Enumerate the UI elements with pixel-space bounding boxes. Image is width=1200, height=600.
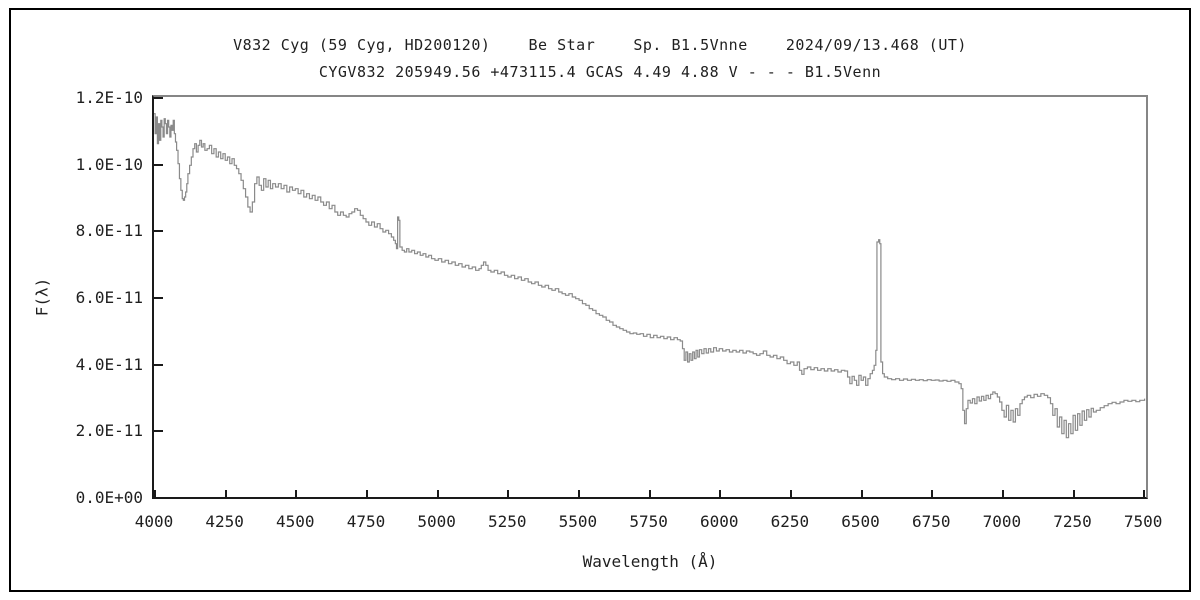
x-axis-tick-label: 7250 xyxy=(1053,512,1092,531)
y-axis-tick xyxy=(154,163,163,166)
y-axis-tick-label: 1.0E-10 xyxy=(75,154,143,174)
x-axis-tick xyxy=(719,490,722,497)
x-axis-tick-label: 4250 xyxy=(205,512,244,531)
x-axis-tick-label: 5500 xyxy=(558,512,598,531)
x-axis-tick xyxy=(1072,490,1075,497)
y-axis-tick-label: 1.2E-10 xyxy=(75,88,143,107)
x-axis-tick-label: 4750 xyxy=(346,512,386,531)
y-axis-tick xyxy=(154,297,163,299)
x-axis-tick xyxy=(577,490,580,497)
x-axis-tick-label: 7500 xyxy=(1123,512,1163,531)
x-axis-tick-label: 7000 xyxy=(982,512,1022,531)
x-axis-tick xyxy=(860,490,863,497)
x-axis-tick-label: 6250 xyxy=(770,512,810,531)
x-axis-tick-label: 5750 xyxy=(629,512,668,531)
x-axis-tick xyxy=(365,490,368,497)
x-axis-tick xyxy=(789,490,792,497)
x-axis-tick xyxy=(507,490,510,497)
y-axis-tick xyxy=(154,97,163,99)
spectrum-curve xyxy=(154,113,1146,439)
y-axis-tick xyxy=(154,497,163,499)
x-axis-tick xyxy=(1001,490,1004,497)
y-axis-tick-label: 6.0E-11 xyxy=(75,288,143,307)
y-axis-tick-label: 8.0E-11 xyxy=(75,221,143,241)
y-axis-tick-label: 4.0E-11 xyxy=(75,354,143,374)
plot-area: F(λ) Wavelength (Å) 4000 4250 4500 4750 5000… xyxy=(33,88,1163,571)
x-axis-tick-label: 6750 xyxy=(911,512,951,531)
x-axis-tick-label: 4500 xyxy=(276,512,315,531)
spectrum-line-path xyxy=(154,113,1146,439)
y-axis-tick xyxy=(154,230,163,233)
x-axis-tick xyxy=(436,490,439,497)
y-axis-tick-label: 0.0E+00 xyxy=(75,488,143,507)
chart-subtitle: CYGV832 205949.56 +473115.4 GCAS 4.49 4.… xyxy=(318,63,882,81)
x-axis-tick xyxy=(1143,490,1146,497)
x-axis-tick-label: 4000 xyxy=(134,512,174,531)
y-axis-tick xyxy=(154,363,163,366)
x-axis-tick-label: 5250 xyxy=(488,512,527,531)
x-axis-tick xyxy=(154,490,156,497)
x-axis-tick-label: 6000 xyxy=(699,512,739,531)
chart-title: V832 Cyg (59 Cyg, HD200120) Be Star Sp. … xyxy=(233,36,967,54)
x-axis-tick xyxy=(224,490,227,497)
x-axis-tick xyxy=(648,490,651,497)
y-axis-tick-label: 2.0E-11 xyxy=(75,421,143,441)
x-axis-tick xyxy=(295,490,298,497)
y-axis-tick xyxy=(154,430,163,433)
x-axis-title: Wavelength (Å) xyxy=(582,552,718,571)
x-axis-tick-label: 6500 xyxy=(841,512,880,531)
x-axis-tick xyxy=(931,490,934,497)
x-axis-tick-label: 5000 xyxy=(417,512,456,531)
